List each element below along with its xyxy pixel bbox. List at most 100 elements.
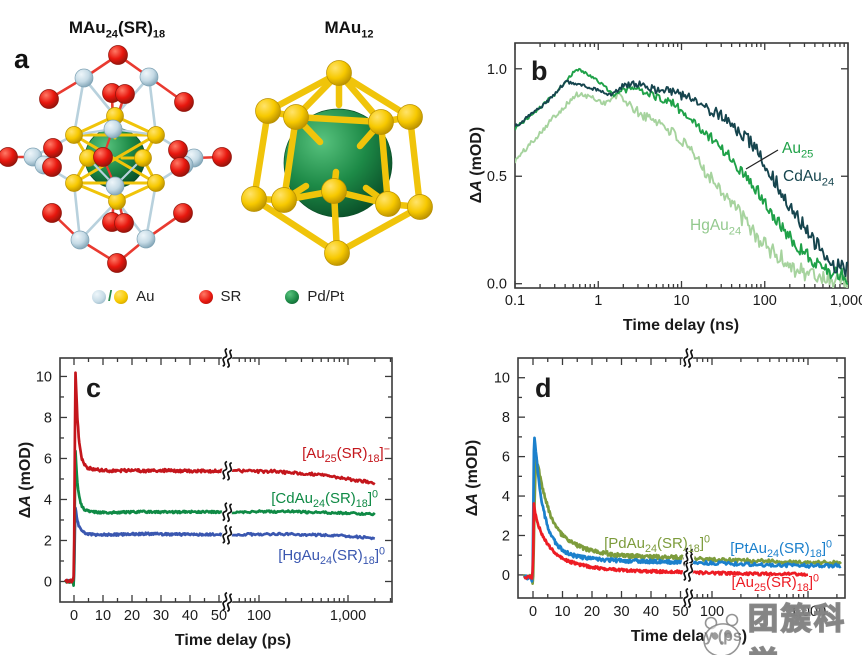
x-tick-label: 100 <box>700 604 724 620</box>
panel-letter-b: b <box>531 56 548 86</box>
y-tick-label: 6 <box>44 451 52 467</box>
x-axis-label: Time delay (ns) <box>623 317 739 334</box>
sr-sphere <box>93 147 113 167</box>
bond <box>250 195 341 257</box>
axis-break <box>219 502 235 523</box>
molecule-title-left: MAu24(SR)18 <box>68 18 166 41</box>
x-tick-label: 20 <box>584 604 600 620</box>
series-pdau24sr-path <box>522 456 842 585</box>
x-tick-label: 100 <box>753 293 777 309</box>
sr-sphere <box>42 157 62 177</box>
y-tick-label: 0.5 <box>487 169 507 185</box>
chart-d: 0 10 20 30 40 50 100 1,000 0 2 4 6 8 10 [PdAu24(SR)18]… <box>464 347 846 645</box>
x-tick-label: 1,000 <box>330 608 366 624</box>
sr-sphere <box>170 157 190 177</box>
panel-letter-c: c <box>86 373 101 403</box>
sr-sphere <box>114 213 134 233</box>
sr-sphere <box>108 45 128 65</box>
au-sphere <box>255 98 281 124</box>
au-sphere <box>368 109 394 135</box>
series-ptau24sr-label: [PtAu24(SR)18]0 <box>730 538 832 560</box>
bond <box>250 107 272 203</box>
series-ptau24sr-path <box>523 436 842 583</box>
chart-c: 0 10 20 30 40 50 100 1,000 0 2 4 6 8 10 [HgAu24(SR)18]… <box>17 347 393 649</box>
y-tick-label: 0 <box>44 574 52 590</box>
bond <box>72 181 82 242</box>
series-hgau24-path <box>515 91 848 288</box>
series-au25-path <box>515 67 848 286</box>
sr-sphere <box>43 138 63 158</box>
au-blue-sphere <box>70 230 90 250</box>
bond <box>264 69 343 115</box>
y-tick-label: 4 <box>502 489 510 505</box>
molecule-diagram <box>0 45 433 273</box>
x-tick-label: 50 <box>211 608 227 624</box>
x-tick-label: 1,000 <box>830 293 862 309</box>
legend-label-au: Au <box>136 288 155 305</box>
au-yellow-sphere-icon <box>114 289 129 304</box>
series-cdau24sr-path <box>64 449 376 587</box>
series-group <box>522 436 842 585</box>
series-cdau24-path <box>515 79 848 278</box>
x-tick-label: 20 <box>124 608 140 624</box>
x-tick-label: 1,000 <box>790 604 826 620</box>
axes <box>59 357 393 603</box>
bond <box>406 113 424 211</box>
axis-break <box>219 460 235 481</box>
au-sphere <box>241 186 267 212</box>
bond <box>147 75 158 137</box>
series-au25sr0-label: [Au25(SR)18]0 <box>731 572 819 594</box>
series-au25sr-label: [Au25(SR)18]− <box>302 443 390 465</box>
sr-sphere <box>0 147 18 167</box>
x-tick-label: 0.1 <box>505 293 525 309</box>
bond <box>377 118 392 208</box>
au-sphere <box>397 104 423 130</box>
x-tick-label: 0 <box>529 604 537 620</box>
y-tick-label: 6 <box>502 450 510 466</box>
series-cdau24sr-label: [CdAu24(SR)18]0 <box>271 488 378 510</box>
au-yellow-sphere <box>65 174 83 192</box>
x-tick-label: 0 <box>70 608 78 624</box>
y-axis-label: ΔA (mOD) <box>468 127 485 203</box>
au-sphere <box>324 240 350 266</box>
au-blue-sphere <box>139 67 159 87</box>
chart-b: 0.0 0.5 1.0 0.1 1 10 100 1,000 HgAu24 Au25 CdAu24 b… <box>468 42 862 334</box>
au-sphere <box>271 187 297 213</box>
x-tick-label: 30 <box>153 608 169 624</box>
axis-break <box>219 524 235 545</box>
bond <box>335 69 414 121</box>
sr-sphere <box>168 140 188 160</box>
au-blue-sphere-icon <box>92 289 106 304</box>
bond <box>333 203 424 257</box>
legend-item-pdpt: Pd/Pt <box>285 288 344 305</box>
y-axis-label: ΔA (mOD) <box>17 442 34 518</box>
y-tick-label: 2 <box>502 528 510 544</box>
y-tick-label: 2 <box>44 533 52 549</box>
axis-break <box>680 561 696 583</box>
series-hgau24sr-label: [HgAu24(SR)18]0 <box>278 545 385 567</box>
legend-slash: / <box>108 288 113 305</box>
x-tick-label: 50 <box>672 604 688 620</box>
series-group <box>515 67 848 288</box>
series-au25sr-path <box>64 371 376 584</box>
au-sphere <box>326 60 352 86</box>
au-sphere <box>321 178 347 204</box>
au-blue-sphere <box>103 119 123 139</box>
axes <box>517 357 846 599</box>
y-tick-label: 10 <box>36 369 52 385</box>
sr-sphere <box>174 92 194 112</box>
x-tick-label: 30 <box>613 604 629 620</box>
series-hgau24sr-path <box>64 506 376 585</box>
x-tick-label: 1 <box>594 293 602 309</box>
y-axis-label: ΔA (mOD) <box>464 440 481 516</box>
y-tick-label: 8 <box>502 410 510 426</box>
y-tick-label: 4 <box>44 492 52 508</box>
x-tick-label: 10 <box>673 293 689 309</box>
series-group <box>64 371 376 587</box>
sr-sphere <box>173 203 193 223</box>
axis-break <box>219 347 235 369</box>
axis-break <box>680 347 696 369</box>
x-tick-label: 40 <box>643 604 659 620</box>
x-axis-label: Time delay (ps) <box>175 632 291 649</box>
